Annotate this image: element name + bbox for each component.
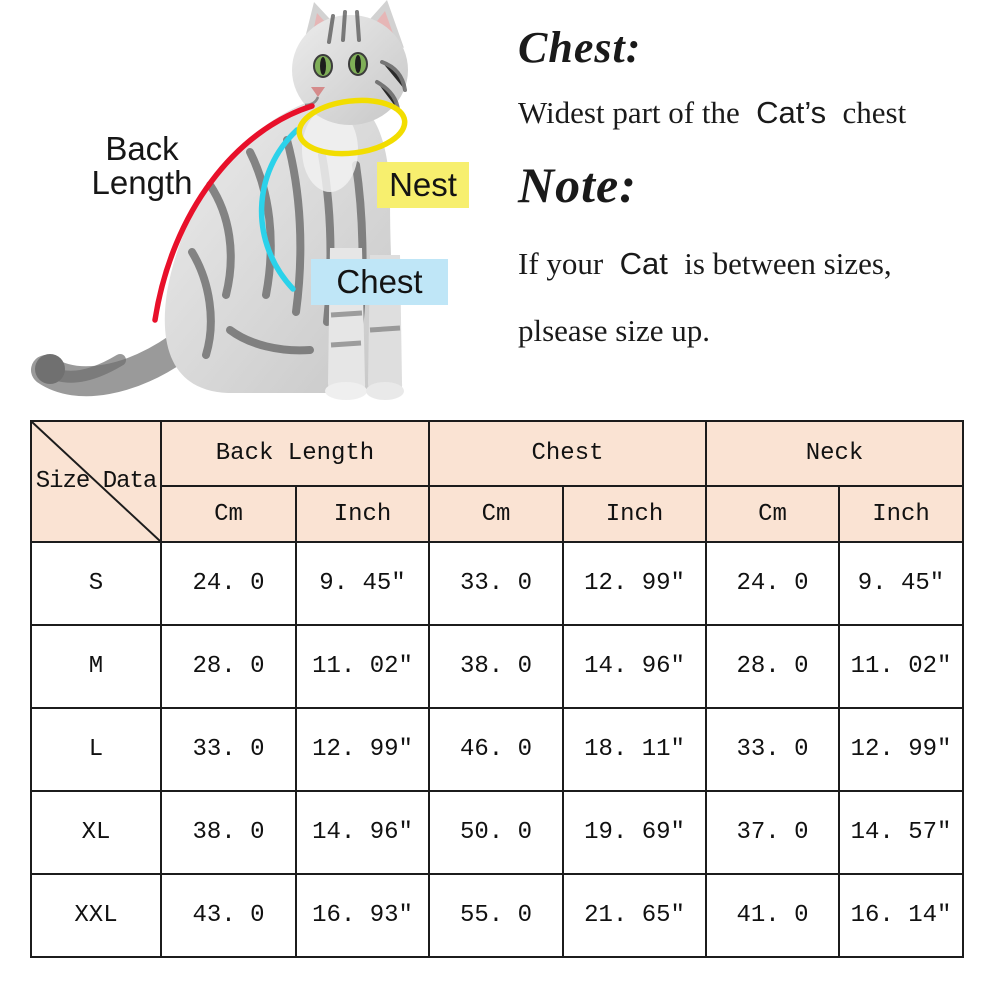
cat-nose: [311, 87, 325, 97]
table-row-xxl: XXL 43. 0 16. 93″ 55. 0 21. 65″ 41. 0 16…: [30, 873, 964, 958]
value-cell: 33. 0: [428, 541, 564, 626]
size-cell: XL: [30, 790, 162, 875]
size-chart-corner-cell: Size Data: [30, 420, 162, 543]
chest-description: Widest part of the Cat’s chest: [518, 95, 907, 130]
value-cell: 12. 99″: [838, 707, 964, 792]
value-cell: 46. 0: [428, 707, 564, 792]
value-cell: 11. 02″: [838, 624, 964, 709]
value-cell: 14. 96″: [562, 624, 707, 709]
size-cell: S: [30, 541, 162, 626]
cat-measurement-diagram: Back Length Nest Chest: [0, 0, 500, 412]
value-cell: 24. 0: [705, 541, 840, 626]
cat-illustration: [31, 0, 408, 400]
value-cell: 38. 0: [160, 790, 297, 875]
chest-label: Chest: [311, 259, 448, 305]
value-cell: 16. 14″: [838, 873, 964, 958]
cat-tail: [31, 333, 193, 397]
table-row-s: S 24. 0 9. 45″ 33. 0 12. 99″ 24. 0 9. 45…: [30, 541, 964, 626]
value-cell: 33. 0: [705, 707, 840, 792]
value-cell: 14. 57″: [838, 790, 964, 875]
neck-measure-ring: [296, 97, 408, 157]
value-cell: 28. 0: [160, 624, 297, 709]
value-cell: 18. 11″: [562, 707, 707, 792]
value-cell: 37. 0: [705, 790, 840, 875]
size-cell: L: [30, 707, 162, 792]
value-cell: 21. 65″: [562, 873, 707, 958]
unit-header-neck-inch: Inch: [838, 485, 964, 543]
value-cell: 41. 0: [705, 873, 840, 958]
group-header-neck: Neck: [705, 420, 964, 487]
cat-chest-fur: [302, 108, 358, 192]
cat-eyes: [313, 52, 368, 78]
value-cell: 11. 02″: [295, 624, 430, 709]
table-row-xl: XL 38. 0 14. 96″ 50. 0 19. 69″ 37. 0 14.…: [30, 790, 964, 875]
size-chart-table: Size Data Back Length Chest Neck Cm Inch…: [30, 420, 964, 958]
unit-header-neck-cm: Cm: [705, 485, 840, 543]
value-cell: 14. 96″: [295, 790, 430, 875]
value-cell: 33. 0: [160, 707, 297, 792]
chest-measure-line: [258, 127, 300, 292]
value-cell: 38. 0: [428, 624, 564, 709]
value-cell: 43. 0: [160, 873, 297, 958]
value-cell: 19. 69″: [562, 790, 707, 875]
back-length-measure-line: [152, 103, 315, 323]
value-cell: 12. 99″: [295, 707, 430, 792]
table-row-m: M 28. 0 11. 02″ 38. 0 14. 96″ 28. 0 11. …: [30, 624, 964, 709]
value-cell: 50. 0: [428, 790, 564, 875]
back-length-label: Back Length: [91, 130, 193, 201]
corner-diagonal-line: [33, 423, 159, 540]
size-cell: XXL: [30, 873, 162, 958]
unit-header-back-cm: Cm: [160, 485, 297, 543]
value-cell: 55. 0: [428, 873, 564, 958]
unit-header-chest-cm: Cm: [428, 485, 564, 543]
size-cell: M: [30, 624, 162, 709]
note-line-1: If your Cat is between sizes,: [518, 246, 892, 282]
value-cell: 24. 0: [160, 541, 297, 626]
table-row-l: L 33. 0 12. 99″ 46. 0 18. 11″ 33. 0 12. …: [30, 707, 964, 792]
unit-header-chest-inch: Inch: [562, 485, 707, 543]
value-cell: 9. 45″: [295, 541, 430, 626]
unit-header-back-inch: Inch: [295, 485, 430, 543]
note-heading: Note:: [518, 156, 637, 213]
note-line-2: plsease size up.: [518, 312, 710, 348]
group-header-chest: Chest: [428, 420, 707, 487]
group-header-back-length: Back Length: [160, 420, 430, 487]
value-cell: 12. 99″: [562, 541, 707, 626]
value-cell: 9. 45″: [838, 541, 964, 626]
measurement-notes: Chest: Widest part of the Cat’s chest No…: [518, 20, 990, 372]
chest-heading: Chest:: [518, 23, 642, 72]
nest-label: Nest: [377, 162, 469, 208]
value-cell: 16. 93″: [295, 873, 430, 958]
value-cell: 28. 0: [705, 624, 840, 709]
cat-head: [292, 0, 408, 125]
